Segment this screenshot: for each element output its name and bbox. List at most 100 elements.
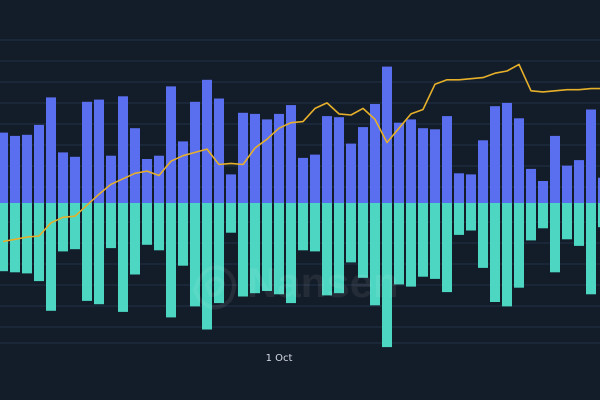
bar-positive — [70, 156, 80, 203]
bar-positive — [274, 113, 284, 203]
bar-positive — [238, 112, 248, 203]
bar-negative — [262, 203, 272, 291]
bar-positive — [394, 122, 404, 203]
bar-negative — [430, 203, 440, 279]
bar-positive — [262, 119, 272, 203]
bar-negative — [226, 203, 236, 233]
bar-negative — [298, 203, 308, 251]
bar-negative — [154, 203, 164, 251]
bar-positive — [478, 140, 488, 203]
bar-negative — [598, 203, 600, 228]
bar-negative — [70, 203, 80, 250]
bar-positive — [574, 160, 584, 203]
bar-negative — [238, 203, 248, 297]
bar-negative — [130, 203, 140, 275]
bar-positive — [430, 129, 440, 203]
bar-positive — [118, 96, 128, 203]
bar-positive — [202, 79, 212, 203]
bar-positive — [382, 66, 392, 203]
bar-positive — [10, 135, 20, 203]
bar-positive — [298, 157, 308, 203]
bar-positive — [166, 86, 176, 203]
line-series — [2, 63, 600, 243]
bar-positive — [526, 168, 536, 203]
bar-positive — [0, 132, 8, 203]
bar-negative — [478, 203, 488, 268]
bar-positive — [370, 104, 380, 203]
x-tick-label: 1 Oct — [266, 353, 293, 364]
bar-negative — [0, 203, 8, 272]
bar-negative — [322, 203, 332, 296]
bar-negative — [202, 203, 212, 330]
bar-positive — [406, 119, 416, 203]
bar-negative — [394, 203, 404, 285]
bar-negative — [526, 203, 536, 241]
bar-positive — [22, 134, 32, 203]
bar-positive — [310, 154, 320, 203]
bar-negative — [382, 203, 392, 348]
bar-negative — [334, 203, 344, 294]
bar-negative — [310, 203, 320, 252]
bar-negative — [94, 203, 104, 305]
bar-positive — [586, 109, 596, 203]
bar-positive — [130, 128, 140, 203]
bar-negative — [142, 203, 152, 245]
bar-negative — [22, 203, 32, 274]
bar-positive — [250, 113, 260, 203]
bar-positive — [82, 101, 92, 203]
bar-negative — [418, 203, 428, 277]
bar-positive — [502, 102, 512, 203]
bar-negative — [178, 203, 188, 266]
bar-positive — [58, 152, 68, 203]
bar-positive — [142, 159, 152, 203]
bar-positive — [154, 155, 164, 203]
bar-positive — [322, 116, 332, 203]
bar-positive — [598, 177, 600, 203]
nansen-logo-icon — [192, 265, 236, 310]
bar-negative — [118, 203, 128, 312]
bar-negative — [538, 203, 548, 229]
bar-positive — [418, 128, 428, 203]
bar-negative — [490, 203, 500, 302]
bar-negative — [250, 203, 260, 294]
bar-negative — [562, 203, 572, 240]
bar-negative — [58, 203, 68, 252]
bar-positive — [514, 118, 524, 203]
bar-positive — [562, 165, 572, 203]
bar-positive — [226, 174, 236, 203]
bar-positive — [550, 135, 560, 203]
bar-negative — [502, 203, 512, 307]
bar-negative — [358, 203, 368, 278]
nansen-watermark: Nansen — [192, 259, 399, 310]
watermark-text: Nansen — [247, 259, 399, 306]
bar-positive — [46, 97, 56, 203]
bar-negative — [574, 203, 584, 246]
bar-negative — [190, 203, 200, 307]
x-axis: 1 Oct — [266, 353, 293, 364]
bar-negative — [346, 203, 356, 263]
bar-positive — [442, 116, 452, 203]
bar-negative — [586, 203, 596, 295]
bar-negative — [46, 203, 56, 311]
bar-negative — [514, 203, 524, 288]
bar-positive — [286, 105, 296, 203]
bar-negative — [406, 203, 416, 287]
bar-positive — [334, 117, 344, 203]
bar-negative — [274, 203, 284, 295]
bar-negative — [442, 203, 452, 293]
bar-negative — [214, 203, 224, 304]
bar-positive — [358, 127, 368, 203]
bar-positive — [466, 174, 476, 203]
bars — [0, 66, 600, 348]
bar-positive — [454, 173, 464, 203]
bar-negative — [10, 203, 20, 273]
bar-positive — [178, 141, 188, 203]
bar-negative — [166, 203, 176, 318]
bar-positive — [214, 98, 224, 203]
line-series-path — [2, 63, 600, 243]
bar-positive — [346, 143, 356, 203]
bar-negative — [286, 203, 296, 304]
bar-negative — [466, 203, 476, 231]
